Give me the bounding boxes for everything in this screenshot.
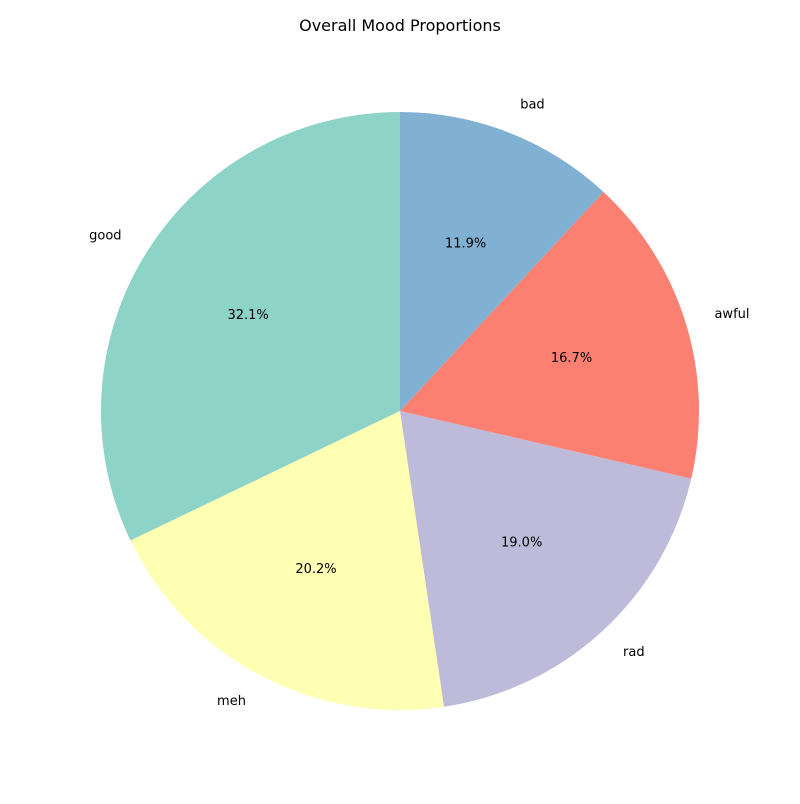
pie-slice-bad <box>400 112 604 411</box>
chart-title: Overall Mood Proportions <box>299 16 501 35</box>
slice-percent-rad: 19.0% <box>501 535 542 550</box>
slice-label-rad: rad <box>623 645 645 660</box>
slice-label-bad: bad <box>520 97 544 112</box>
pie-slices <box>100 112 699 711</box>
slice-label-meh: meh <box>217 694 246 709</box>
slice-label-awful: awful <box>714 307 749 322</box>
pie-slice-rad <box>400 411 692 707</box>
pie-slice-good <box>100 112 400 541</box>
slice-percent-bad: 11.9% <box>445 237 486 252</box>
slice-label-good: good <box>89 228 121 243</box>
pie-slice-awful <box>400 191 699 479</box>
pie-labels: good 32.1% meh 20.2% rad 19.0% awful 16.7% bad 11… <box>89 97 749 709</box>
pie-slice-meh <box>130 411 445 711</box>
slice-percent-awful: 16.7% <box>551 351 592 366</box>
slice-percent-meh: 20.2% <box>295 562 336 577</box>
slice-percent-good: 32.1% <box>227 308 268 323</box>
